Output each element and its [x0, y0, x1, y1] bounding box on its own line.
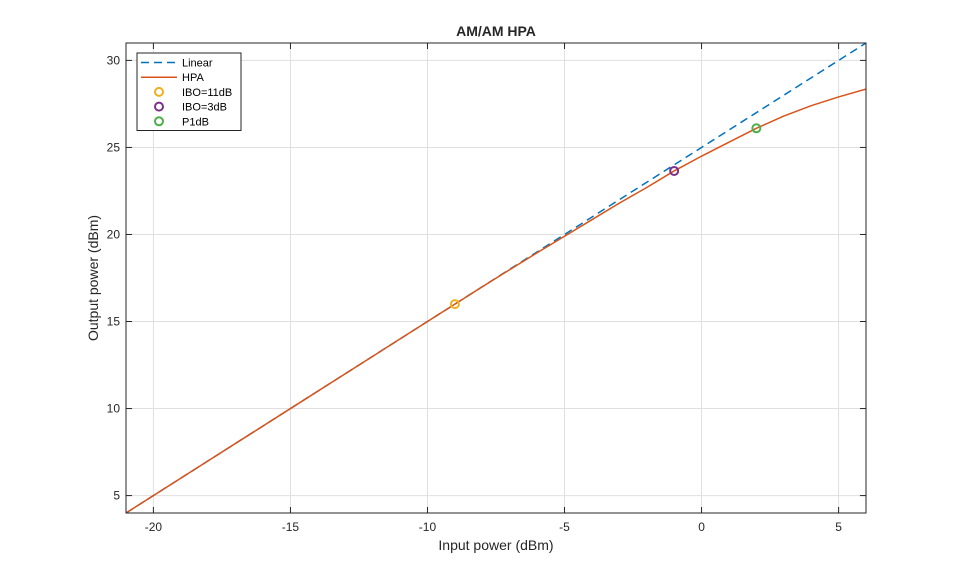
marker-ibo-3db	[669, 165, 680, 176]
series-line-hpa	[126, 88, 866, 513]
marker-ibo-11db	[449, 299, 460, 310]
x-tick-label: -15	[282, 520, 300, 534]
grid	[126, 43, 866, 513]
legend: Linear HPA IBO=11dB IBO=3dB P1dB	[136, 52, 242, 131]
y-tick-label: 10	[107, 402, 121, 416]
y-tick-label: 30	[107, 53, 121, 67]
y-tick-label: 25	[107, 140, 121, 154]
y-tick-label: 15	[107, 315, 121, 329]
x-tick-label: -5	[559, 520, 570, 534]
x-tick-label: 0	[698, 520, 705, 534]
x-tick-label: 5	[835, 520, 842, 534]
axes-box	[125, 42, 867, 514]
marker-p1db	[751, 123, 762, 134]
legend-label-p1db: P1dB	[182, 116, 209, 128]
x-axis-label: Input power (dBm)	[438, 537, 553, 553]
x-tick-labels: -20 -15 -10 -5 0 5	[145, 520, 843, 534]
legend-label-ibo-11db: IBO=11dB	[182, 87, 232, 99]
legend-label-hpa: HPA	[182, 72, 204, 84]
chart-title: AM/AM HPA	[456, 23, 536, 39]
legend-swatch-ibo-3db	[154, 101, 164, 112]
y-axis-label: Output power (dBm)	[85, 215, 101, 341]
x-tick-label: -20	[145, 520, 163, 534]
y-tick-labels: 5 10 15 20 25 30	[107, 53, 121, 502]
x-tick-label: -10	[419, 520, 437, 534]
tick-marks	[126, 43, 866, 513]
legend-label-ibo-3db: IBO=3dB	[182, 102, 227, 114]
legend-swatch-p1db	[154, 116, 164, 127]
legend-label-linear: Linear	[182, 58, 213, 70]
legend-swatch-ibo-11db	[154, 86, 164, 97]
series-layer	[126, 43, 866, 513]
marker-layer	[449, 123, 762, 310]
y-tick-label: 20	[107, 227, 121, 241]
y-tick-label: 5	[113, 489, 120, 503]
